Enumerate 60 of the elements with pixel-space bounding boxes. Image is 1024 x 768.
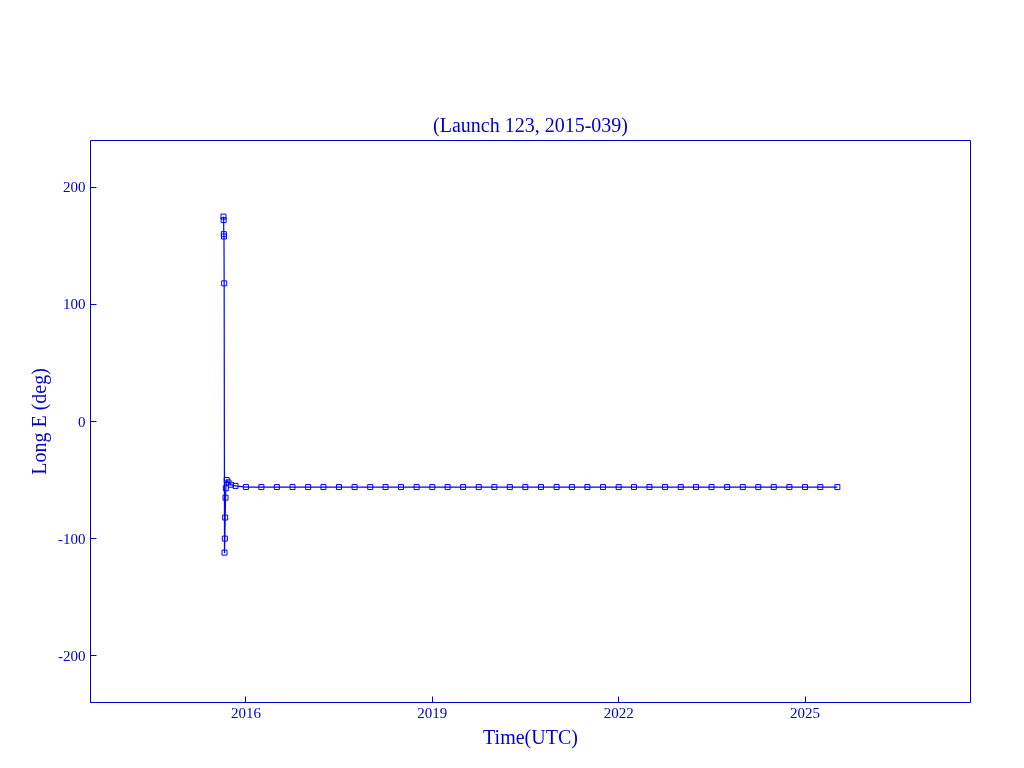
x-tick-label: 2025 [790, 704, 821, 721]
point [568, 484, 575, 491]
point [444, 484, 451, 491]
point [320, 484, 327, 491]
point [475, 484, 482, 491]
point [258, 484, 265, 491]
point [222, 485, 229, 492]
point [708, 484, 715, 491]
point [802, 484, 809, 491]
point [289, 484, 296, 491]
point [693, 484, 700, 491]
y-tick-label: -200 [58, 647, 86, 664]
point [662, 484, 669, 491]
point [584, 484, 591, 491]
point [755, 484, 762, 491]
chart-title: (Launch 123, 2015-039) [433, 113, 628, 137]
point [220, 217, 227, 224]
point [398, 484, 405, 491]
point [646, 484, 653, 491]
point [382, 484, 389, 491]
point [273, 484, 280, 491]
point [305, 484, 312, 491]
point [600, 484, 607, 491]
point [630, 484, 637, 491]
point [615, 484, 622, 491]
y-tick-label: 0 [78, 413, 86, 430]
y-tick-label: 200 [63, 179, 86, 196]
point [834, 484, 841, 491]
point [724, 484, 731, 491]
x-tick-label: 2019 [417, 704, 448, 721]
point [335, 484, 342, 491]
point [429, 484, 436, 491]
point [413, 484, 420, 491]
point [506, 484, 513, 491]
point [522, 484, 529, 491]
point [220, 213, 227, 220]
point [221, 535, 228, 542]
point [770, 484, 777, 491]
point [537, 484, 544, 491]
y-tick-label: -100 [58, 530, 86, 547]
point [221, 280, 228, 287]
point [232, 482, 239, 489]
x-tick-label: 2022 [603, 704, 634, 721]
point [817, 484, 824, 491]
x-tick-label: 2016 [230, 704, 262, 721]
point [677, 484, 684, 491]
point [221, 549, 228, 556]
point [222, 514, 229, 521]
point [491, 484, 498, 491]
point [460, 484, 467, 491]
y-tick-label: 100 [63, 296, 86, 313]
point [739, 484, 746, 491]
point [367, 484, 374, 491]
point [222, 494, 229, 501]
point [351, 484, 358, 491]
y-axis-title: Long E (deg) [28, 368, 51, 475]
x-axis-title: Time(UTC) [483, 725, 578, 749]
point [242, 484, 249, 491]
point [786, 484, 793, 491]
point [553, 484, 560, 491]
